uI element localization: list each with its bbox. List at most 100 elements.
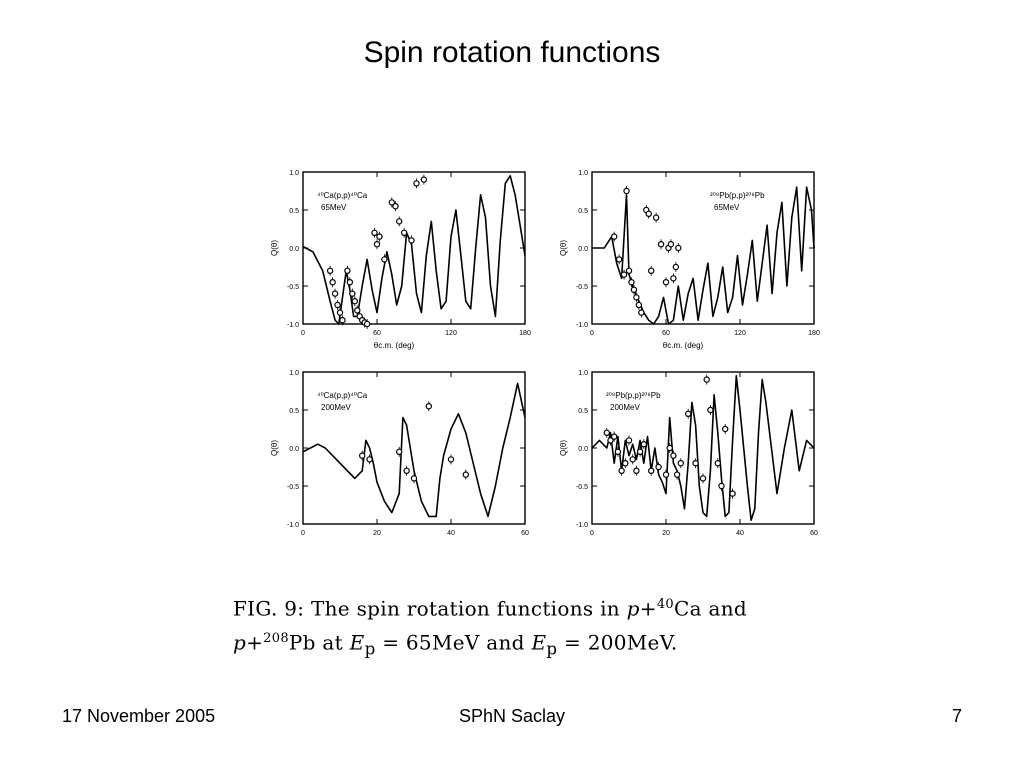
data-point <box>603 429 610 436</box>
data-point <box>629 456 636 463</box>
y-tick-label: -0.5 <box>287 484 299 491</box>
y-tick-label: 1.0 <box>578 370 588 377</box>
model-curve <box>591 375 815 521</box>
y-tick-label: -1.0 <box>576 522 588 529</box>
data-point <box>718 482 725 490</box>
panel-annotation: 200MeV <box>610 403 640 412</box>
x-tick-label: 20 <box>373 530 381 537</box>
y-axis-label: Q(θ) <box>270 240 279 256</box>
plot-frame <box>591 171 815 325</box>
panel-annotation: ⁴⁰Ca(p,p)⁴⁰Ca <box>317 191 368 200</box>
data-point <box>645 210 652 218</box>
data-point <box>714 460 721 467</box>
data-point <box>339 316 346 324</box>
x-tick-label: 0 <box>590 330 594 337</box>
footer-page-number: 7 <box>951 706 962 726</box>
data-point <box>657 240 665 248</box>
data-point <box>620 271 628 278</box>
x-axis-label: θc.m. (deg) <box>374 341 415 350</box>
caption-p1: p <box>626 596 640 621</box>
data-point <box>331 290 339 297</box>
data-point <box>376 233 383 240</box>
data-point <box>670 452 677 459</box>
panel-annotation: ⁴⁰Ca(p,p)⁴⁰Ca <box>317 391 368 400</box>
data-point <box>707 406 714 414</box>
data-point <box>729 490 736 497</box>
data-point <box>670 275 677 282</box>
data-point <box>351 297 359 305</box>
y-tick-label: -0.5 <box>576 284 588 291</box>
data-point <box>623 187 630 195</box>
data-point <box>703 376 710 383</box>
data-point <box>722 425 729 433</box>
y-tick-label: 1.0 <box>289 370 299 377</box>
x-tick-label: 60 <box>373 330 381 337</box>
caption-p2: p <box>233 630 247 655</box>
data-point <box>652 214 660 221</box>
y-tick-label: 1.0 <box>578 170 588 177</box>
data-point <box>403 467 410 474</box>
x-tick-label: 40 <box>447 530 455 537</box>
slide-title: Spin rotation functions <box>363 36 661 69</box>
caption-and1: and <box>701 596 747 621</box>
y-tick-label: 0.0 <box>289 246 299 253</box>
data-point <box>636 448 644 455</box>
chart-panel-bottom-left: 1.0 0.5 0.0 -0.5 -1.00 20 40 60 Q(θ) ⁴⁰Ca(p,p)⁴⁰C… <box>270 370 529 537</box>
data-point <box>677 460 684 467</box>
y-tick-label: -0.5 <box>576 484 588 491</box>
y-tick-label: -0.5 <box>287 284 299 291</box>
x-tick-label: 20 <box>662 530 670 537</box>
data-point <box>628 278 635 286</box>
data-point <box>675 244 682 252</box>
panel-annotation: 65MeV <box>714 203 740 212</box>
y-tick-label: 0.0 <box>289 446 299 453</box>
caption-mass1: 40 <box>656 597 674 612</box>
caption-at: at <box>315 630 350 655</box>
x-tick-label: 60 <box>521 530 529 537</box>
data-point <box>615 256 623 263</box>
data-point <box>648 467 655 474</box>
x-tick-label: 60 <box>810 530 818 537</box>
caption-eq1: = 65MeV <box>375 630 480 655</box>
data-point <box>392 203 399 210</box>
data-point <box>618 467 625 474</box>
data-point <box>354 307 361 314</box>
caption-e1: E <box>349 630 365 655</box>
data-point <box>395 218 403 225</box>
y-tick-label: 0.5 <box>289 208 299 215</box>
data-point <box>625 437 633 444</box>
y-tick-label: 0.5 <box>578 208 588 215</box>
y-tick-label: -1.0 <box>287 522 299 529</box>
x-axis-label: θc.m. (deg) <box>663 341 704 350</box>
data-point <box>672 263 680 271</box>
data-point <box>326 267 334 275</box>
data-point <box>699 475 707 482</box>
y-axis-label: Q(θ) <box>270 440 279 456</box>
data-point <box>655 463 662 471</box>
x-tick-label: 40 <box>736 530 744 537</box>
data-point <box>408 237 415 244</box>
data-point <box>640 441 647 448</box>
y-axis-label: Q(θ) <box>559 240 568 256</box>
data-point <box>413 180 420 187</box>
data-point <box>366 456 373 463</box>
caption-sub2: p <box>546 639 558 659</box>
caption-and2: and <box>479 630 532 655</box>
data-point <box>346 278 354 286</box>
data-point <box>425 402 432 410</box>
data-point <box>358 452 366 459</box>
data-point <box>667 240 675 248</box>
x-tick-label: 0 <box>301 330 305 337</box>
x-tick-label: 180 <box>808 330 820 337</box>
panel-annotation: ²⁰⁸Pb(p,p)²⁰⁸Pb <box>710 191 765 200</box>
data-point <box>611 433 618 440</box>
data-point <box>635 301 643 309</box>
y-axis-label: Q(θ) <box>559 440 568 456</box>
model-curve <box>592 186 815 325</box>
panel-annotation: 65MeV <box>321 203 347 212</box>
data-point <box>633 294 640 301</box>
chart-panel-top-left: 1.0 0.5 0.0 -0.5 -1.00 60 120 180 Q(θ) θc.m. (deg… <box>270 170 531 350</box>
data-point <box>648 267 655 275</box>
y-tick-label: 0.0 <box>578 446 588 453</box>
